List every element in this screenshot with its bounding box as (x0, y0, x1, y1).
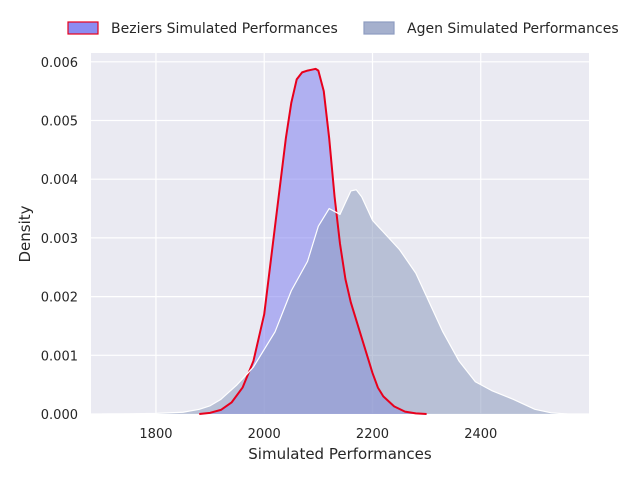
density-areas (101, 67, 568, 415)
x-tick-labels: 1800 2000 2200 2400 (139, 427, 497, 442)
y-tick-labels: 0.000 0.001 0.002 0.003 0.004 0.005 0.006 (41, 56, 78, 423)
y-tick-label-1: 0.001 (41, 349, 78, 364)
y-tick-label-6: 0.006 (41, 56, 78, 71)
y-axis-label: Density (16, 205, 34, 262)
legend-swatch-agen (363, 21, 395, 35)
legend-label-agen: Agen Simulated Performances (407, 21, 619, 37)
y-tick-label-0: 0.000 (41, 408, 78, 423)
legend-swatch-beziers (67, 21, 99, 35)
legend: Beziers Simulated Performances Agen Simu… (67, 21, 619, 37)
y-tick-label-4: 0.004 (41, 173, 78, 188)
y-tick-label-2: 0.002 (41, 291, 78, 306)
x-tick-label-0: 1800 (139, 427, 172, 442)
series-area-1 (101, 189, 568, 414)
y-tick-label-3: 0.003 (41, 232, 78, 247)
series-line-0 (199, 67, 427, 415)
series-area-0 (199, 68, 427, 414)
series-line-1 (101, 189, 568, 415)
x-axis-label: Simulated Performances (248, 445, 432, 463)
x-tick-label-3: 2400 (464, 427, 497, 442)
legend-label-beziers: Beziers Simulated Performances (111, 21, 338, 37)
x-tick-label-2: 2200 (356, 427, 389, 442)
x-tick-label-1: 2000 (248, 427, 281, 442)
y-tick-label-5: 0.005 (41, 115, 78, 130)
